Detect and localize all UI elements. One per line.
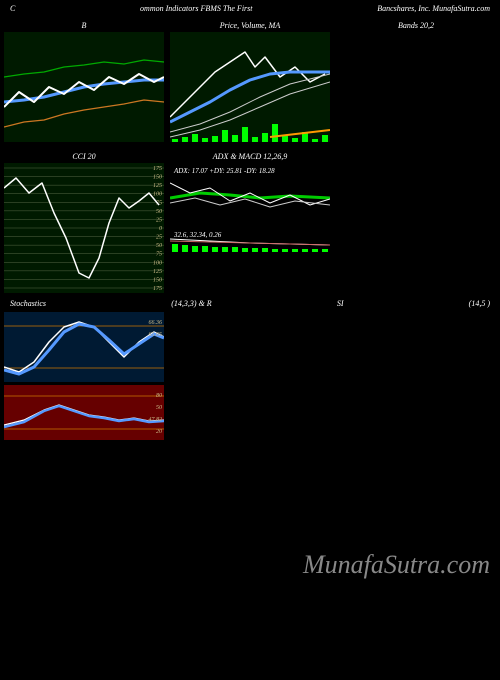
stoch-rsi-title: Stochastics (14,3,3) & R SI (14,5 ) (0, 297, 500, 310)
bands-label: Bands 20,2 (336, 21, 496, 30)
adx-title: ADX & MACD 12,26,9 (170, 152, 330, 161)
bottom-charts: 66.36 65.65 80 50 47.82 20 (0, 310, 500, 442)
stoch-chart: 66.36 65.65 (4, 312, 164, 382)
adx-chart: ADX: 17.07 +DY: 25.81 -DY: 18.28 (170, 163, 330, 223)
macd-chart: 32.6, 32.34, 0.26 (170, 227, 330, 267)
svg-text:80: 80 (156, 393, 162, 399)
header-mid: ommon Indicators FBMS The First (140, 4, 252, 13)
price-panel: Price, Volume, MA (170, 21, 330, 142)
cci-panel: CCI 20 175150125100755025025507510012515… (4, 152, 164, 293)
rsi-label: SI (337, 299, 344, 308)
svg-text:150: 150 (153, 175, 162, 181)
cci-title: CCI 20 (4, 152, 164, 161)
header-left: C (10, 4, 15, 13)
svg-text:25: 25 (156, 217, 162, 223)
svg-text:125: 125 (153, 183, 162, 189)
svg-text:20: 20 (156, 429, 162, 435)
svg-text:50: 50 (156, 209, 162, 215)
svg-text:125: 125 (153, 269, 162, 275)
stoch-params: (14,3,3) & R (171, 299, 211, 308)
stoch-label: Stochastics (10, 299, 46, 308)
price-chart (170, 32, 330, 142)
svg-text:65.65: 65.65 (149, 332, 163, 338)
svg-text:100: 100 (153, 192, 162, 198)
svg-text:75: 75 (156, 252, 162, 258)
rsi-chart: 80 50 47.82 20 (4, 385, 164, 440)
svg-text:175: 175 (153, 166, 162, 172)
empty-panel (336, 152, 496, 293)
svg-text:50: 50 (156, 405, 162, 411)
header-right: Bancshares, Inc. MunafaSutra.com (377, 4, 490, 13)
svg-text:100: 100 (153, 260, 162, 266)
svg-text:ADX: 17.07 +DY: 25.81 -DY: 18.: ADX: 17.07 +DY: 25.81 -DY: 18.28 (173, 167, 275, 175)
bands-label-panel: Bands 20,2 (336, 21, 496, 142)
adx-macd-panel: ADX & MACD 12,26,9 ADX: 17.07 +DY: 25.81… (170, 152, 330, 293)
price-title: Price, Volume, MA (170, 21, 330, 30)
bbands-chart (4, 32, 164, 142)
svg-text:50: 50 (156, 243, 162, 249)
svg-text:0: 0 (159, 226, 162, 232)
svg-text:47.82: 47.82 (149, 416, 163, 423)
cci-chart: 1751501251007550250255075100125150175 (4, 163, 164, 293)
chart-grid: B Price, Volume, MA Bands 20,2 CCI 20 17… (0, 17, 500, 297)
svg-text:32.6, 32.34, 0.26: 32.6, 32.34, 0.26 (173, 231, 222, 239)
svg-text:66.36: 66.36 (149, 320, 163, 326)
watermark: MunafaSutra.com (303, 550, 490, 580)
rsi-params: (14,5 ) (469, 299, 490, 308)
svg-text:175: 175 (153, 286, 162, 292)
page-header: C ommon Indicators FBMS The First Bancsh… (0, 0, 500, 17)
svg-text:25: 25 (156, 235, 162, 241)
bbands-title: B (4, 21, 164, 30)
svg-text:150: 150 (153, 277, 162, 283)
bbands-panel: B (4, 21, 164, 142)
